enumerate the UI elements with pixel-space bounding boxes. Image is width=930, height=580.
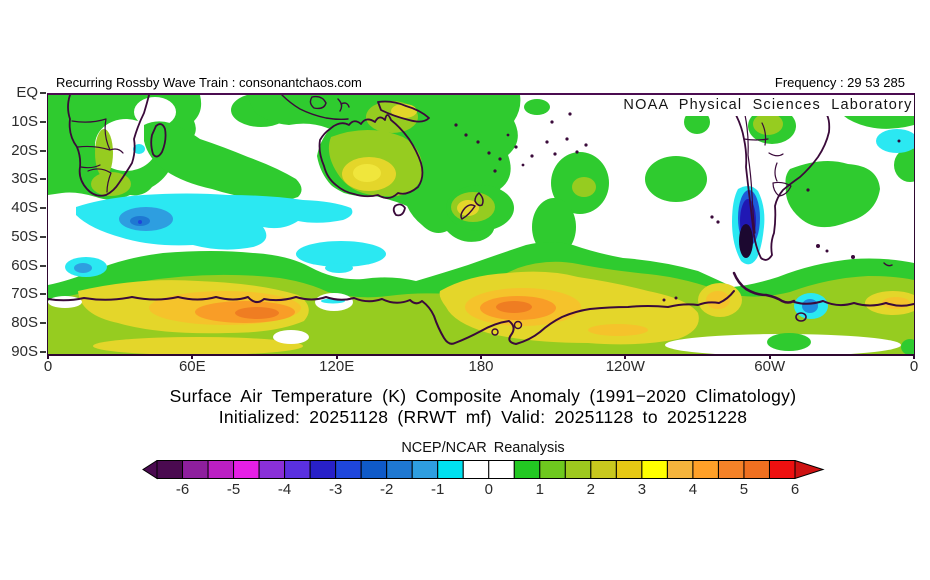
colorbar-tick-label: 3 xyxy=(637,481,647,498)
lat-tick-label: 50S xyxy=(11,227,38,245)
lat-tick-label: EQ xyxy=(16,84,38,101)
colorbar-cell xyxy=(590,460,617,479)
frequency-label: Frequency : 29 53 285 xyxy=(774,75,905,90)
colorbar-cell xyxy=(666,460,694,479)
noaa-psl-watermark: NOAA Physical Sciences Laboratory xyxy=(622,95,914,116)
lon-tick-mark xyxy=(191,354,194,359)
lon-tick-label: 60W xyxy=(754,358,786,375)
colorbar-cell xyxy=(564,460,592,479)
colorbar-cell xyxy=(539,460,566,479)
cold-anomaly-fields xyxy=(65,129,914,319)
lon-tick-label: 180 xyxy=(468,358,494,375)
map-plot-area xyxy=(47,93,915,356)
lat-tick-mark xyxy=(40,92,46,94)
lon-tick-mark xyxy=(913,354,915,359)
lon-tick-label: 60E xyxy=(178,358,206,375)
lon-tick-mark xyxy=(335,354,338,359)
colorbar-cell xyxy=(156,460,184,479)
colorbar-cell xyxy=(513,460,541,479)
lon-tick-label: 120E xyxy=(319,358,355,375)
colorbar-cell xyxy=(411,460,439,479)
colorbar-tick-label: 1 xyxy=(535,481,544,498)
lat-tick-label: 80S xyxy=(11,314,38,332)
lat-tick-mark xyxy=(40,264,46,267)
colorbar-cell xyxy=(335,460,362,479)
lon-tick-label: 0 xyxy=(909,358,919,375)
lat-tick-mark xyxy=(40,351,46,354)
lat-tick-label: 60S xyxy=(11,256,38,274)
lon-tick-label: 120W xyxy=(605,358,645,375)
colorbar-cell xyxy=(386,460,413,479)
colorbar-cell xyxy=(692,460,719,479)
colorbar-cell xyxy=(641,460,668,479)
lon-tick-mark xyxy=(480,354,482,359)
lat-tick-label: 20S xyxy=(11,141,38,159)
lat-tick-label: 70S xyxy=(11,285,38,303)
colorbar-cell xyxy=(360,460,388,479)
colorbar-cell xyxy=(182,460,209,479)
site-header-label: Recurring Rossby Wave Train : consonantc… xyxy=(56,75,362,90)
lat-tick-label: 30S xyxy=(11,170,38,188)
colorbar-tick-label: -5 xyxy=(226,481,241,498)
colorbar-cell xyxy=(437,460,464,479)
lat-tick-label: 10S xyxy=(11,112,38,130)
colorbar-cell xyxy=(309,460,337,479)
lat-tick-mark xyxy=(40,293,46,296)
colorbar-tick-label: 0 xyxy=(484,481,493,498)
island-dots xyxy=(454,112,855,302)
neutral-gaps xyxy=(48,293,914,354)
lat-tick-mark xyxy=(40,149,46,152)
colorbar-cell xyxy=(488,460,515,479)
colorbar-cell xyxy=(743,460,770,479)
colorbar-cell xyxy=(233,460,260,479)
colorbar xyxy=(142,460,825,480)
colorbar-tick-label: 2 xyxy=(586,481,595,498)
colorbar-dataset-label: NCEP/NCAR Reanalysis xyxy=(401,440,565,456)
lon-tick-mark xyxy=(47,354,49,359)
coastline-outlines xyxy=(48,95,914,345)
colorbar-cell xyxy=(207,460,235,479)
lat-tick-mark xyxy=(40,120,46,123)
lat-tick-mark xyxy=(40,207,46,210)
colorbar-tick-label: 4 xyxy=(688,481,698,498)
lon-tick-mark xyxy=(768,354,771,359)
colorbar-tick-label: -6 xyxy=(175,481,190,498)
colorbar-tick-label: 5 xyxy=(739,481,749,498)
lat-tick-mark xyxy=(40,322,46,325)
lon-tick-label: 0 xyxy=(43,358,53,375)
lat-tick-mark xyxy=(40,178,46,181)
colorbar-cell xyxy=(284,460,311,479)
colorbar-tick-label: 6 xyxy=(790,481,800,498)
colorbar-tick-label: -1 xyxy=(431,481,445,498)
lat-tick-label: 90S xyxy=(11,343,38,361)
plot-subtitle: Initialized: 20251128 (RRWT mf) Valid: 2… xyxy=(218,407,748,427)
lat-tick-mark xyxy=(40,235,46,238)
lon-tick-mark xyxy=(624,354,627,359)
colorbar-cell xyxy=(258,460,286,479)
colorbar-cell xyxy=(768,460,796,479)
colorbar-cell xyxy=(615,460,643,479)
lat-tick-label: 40S xyxy=(11,199,38,217)
colorbar-left-arrow xyxy=(142,460,158,480)
plot-title: Surface Air Temperature (K) Composite An… xyxy=(169,386,797,406)
colorbar-tick-label: -2 xyxy=(380,481,394,498)
colorbar-right-arrow xyxy=(794,460,825,480)
colorbar-cell xyxy=(462,460,490,479)
colorbar-tick-label: -4 xyxy=(277,481,292,498)
anomaly-map-canvas xyxy=(48,95,914,354)
colorbar-tick-label: -3 xyxy=(328,481,343,498)
colorbar-cell xyxy=(717,460,745,479)
